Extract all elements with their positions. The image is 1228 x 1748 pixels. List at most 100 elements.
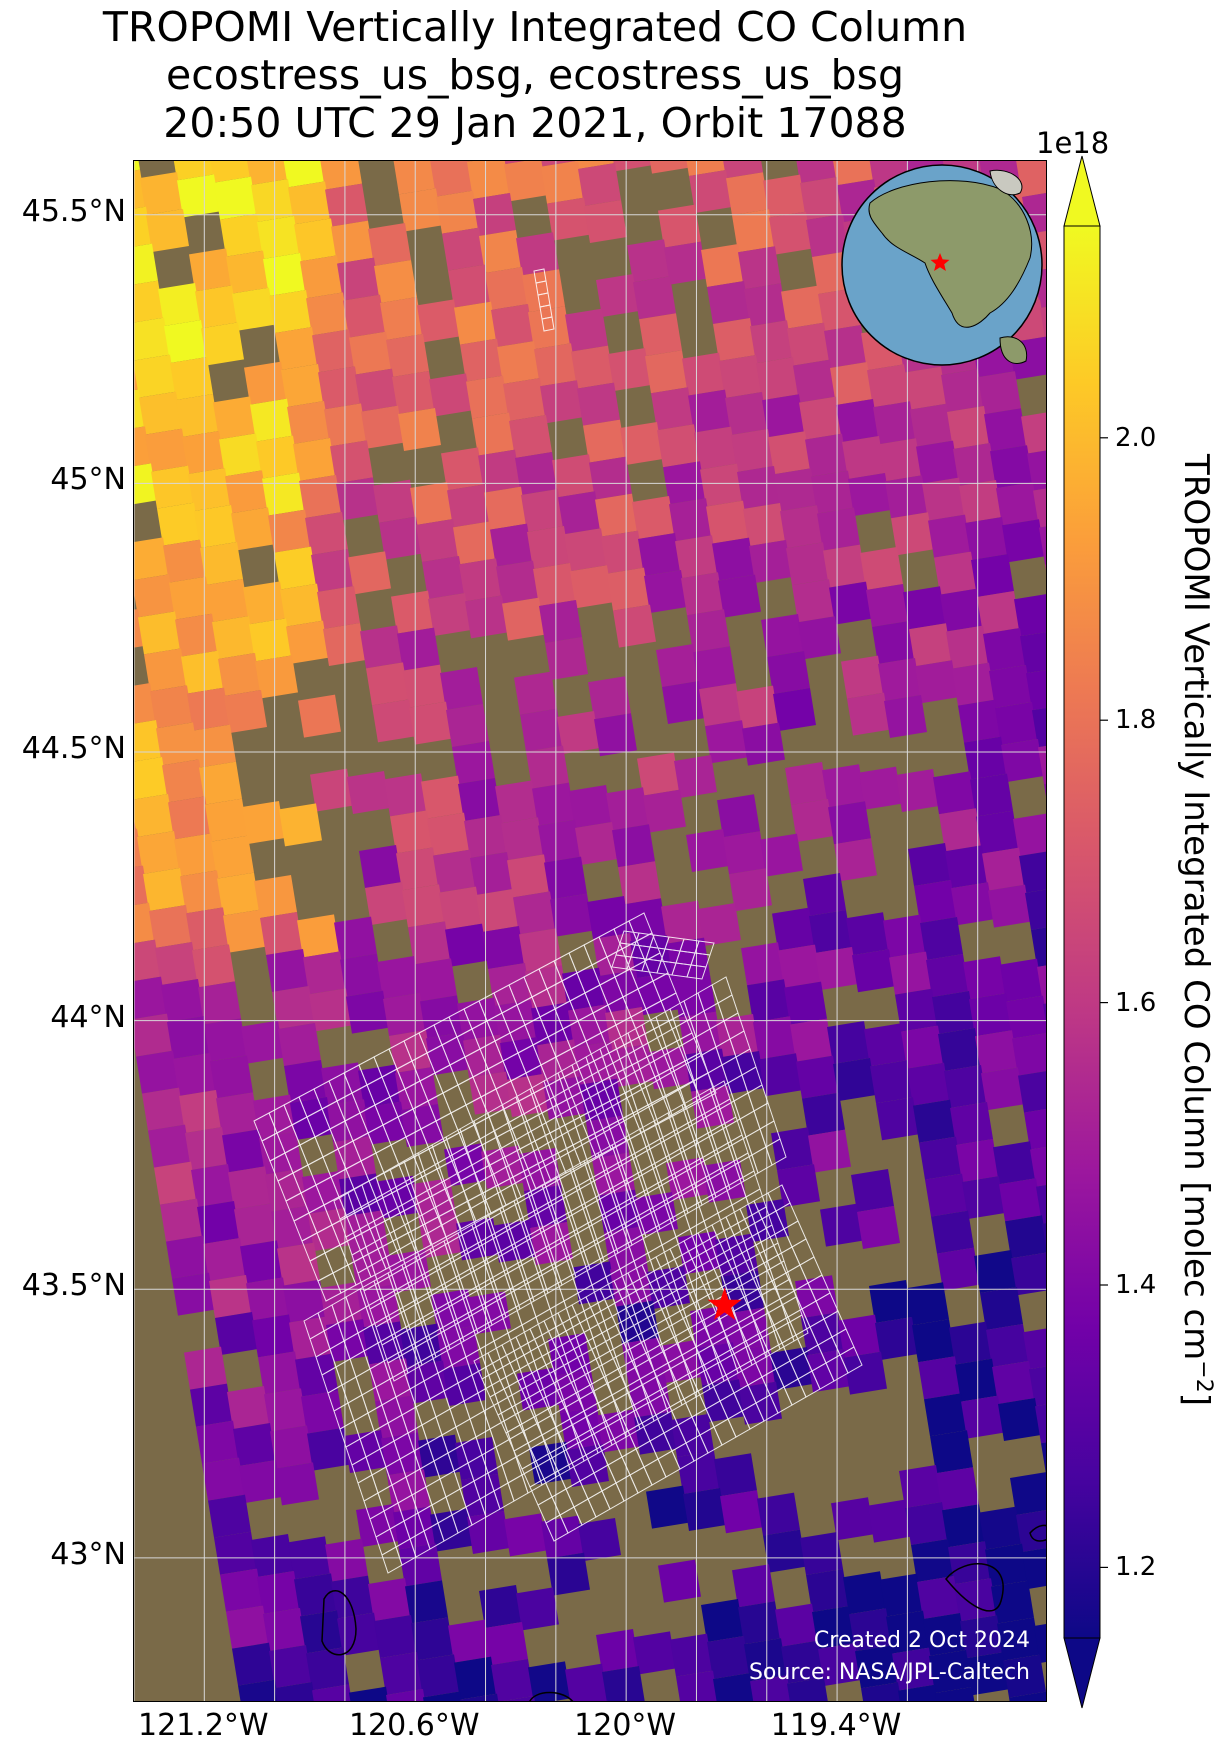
co-pixel	[146, 209, 189, 252]
co-pixel	[799, 396, 842, 440]
co-pixel	[452, 740, 495, 784]
colorbar	[1063, 155, 1108, 1709]
lake-outline-south	[529, 1691, 574, 1701]
co-pixel	[368, 222, 411, 266]
co-pixel	[713, 1672, 755, 1701]
co-pixel	[216, 1092, 259, 1136]
co-pixel	[411, 1617, 454, 1661]
co-pixel	[918, 1356, 961, 1400]
co-pixel	[1019, 851, 1046, 893]
co-pixel	[801, 1312, 844, 1356]
co-pixel	[978, 371, 1021, 415]
co-pixel	[1041, 1442, 1046, 1475]
co-pixel	[663, 461, 706, 505]
co-pixel	[1037, 965, 1046, 1004]
co-pixel	[198, 981, 241, 1025]
co-pixel	[656, 643, 699, 687]
co-pixel	[787, 1677, 828, 1701]
co-pixel	[701, 243, 744, 287]
co-pixel	[306, 1647, 349, 1691]
co-pixel	[966, 1652, 1009, 1696]
co-pixel	[134, 976, 167, 1020]
co-pixel	[1046, 339, 1047, 382]
co-pixel	[220, 1568, 263, 1612]
co-pixel	[880, 1573, 923, 1617]
co-pixel	[331, 1575, 374, 1619]
co-pixel	[176, 394, 219, 437]
co-pixel	[942, 1504, 985, 1548]
co-pixel	[930, 1430, 973, 1474]
co-pixel	[520, 708, 563, 752]
co-pixel	[389, 1029, 432, 1073]
co-pixel	[552, 454, 595, 498]
site-star-marker[interactable]	[707, 1287, 742, 1320]
co-pixel	[787, 322, 830, 366]
swath-cell	[839, 1346, 863, 1374]
co-pixel	[686, 828, 729, 872]
co-pixel	[980, 1286, 1023, 1330]
co-pixel	[200, 542, 243, 585]
co-pixel	[262, 472, 305, 516]
co-pixel	[513, 891, 556, 935]
co-pixel	[838, 1314, 881, 1358]
co-pixel	[993, 1141, 1036, 1185]
co-pixel	[736, 685, 779, 729]
co-pixel	[445, 923, 488, 967]
co-pixel	[1023, 1328, 1046, 1370]
co-pixel	[448, 264, 491, 308]
co-pixel	[485, 1621, 528, 1665]
co-pixel	[263, 1608, 306, 1652]
co-pixel	[521, 488, 564, 532]
co-pixel	[974, 1249, 1017, 1293]
co-pixel	[467, 1510, 510, 1554]
co-pixel	[784, 981, 827, 1025]
co-pixel	[803, 872, 846, 916]
co-pixel	[541, 1515, 584, 1559]
co-pixel	[828, 801, 871, 845]
co-pixel	[528, 306, 571, 350]
lon-tick-label: 119.4°W	[770, 1708, 902, 1743]
co-pixel	[908, 842, 951, 886]
co-pixel	[526, 745, 569, 789]
co-pixel	[158, 283, 201, 326]
co-pixel	[271, 1205, 314, 1249]
co-pixel	[643, 789, 686, 833]
co-pixel	[868, 1499, 911, 1543]
co-pixel	[222, 1129, 265, 1173]
co-pixel	[269, 1645, 312, 1689]
co-pixel	[214, 176, 257, 220]
lat-lon-gridlines	[134, 161, 1046, 1701]
co-pixel	[469, 1071, 512, 1115]
co-pixel	[374, 1615, 417, 1658]
co-pixel	[265, 1168, 308, 1212]
co-pixel	[349, 331, 392, 375]
co-pixel	[870, 1060, 913, 1104]
co-pixel	[214, 1531, 257, 1575]
co-pixel	[501, 817, 544, 861]
co-pixel	[747, 979, 790, 1023]
ecostress-swath-outline	[253, 268, 863, 1574]
co-pixel	[698, 902, 741, 946]
co-pixel	[187, 687, 230, 731]
co-pixel	[517, 1367, 560, 1411]
co-pixel	[796, 1055, 839, 1099]
co-pixel	[1038, 745, 1046, 785]
co-pixel	[612, 824, 655, 868]
co-pixel	[355, 368, 398, 412]
co-pixel	[800, 1531, 843, 1575]
co-pixel	[771, 1127, 814, 1171]
co-pixel	[134, 537, 169, 581]
co-pixel	[294, 218, 337, 262]
co-pixel	[923, 1612, 966, 1656]
co-pixel	[729, 868, 772, 912]
co-column-map[interactable]	[134, 161, 1047, 1702]
co-pixel	[134, 720, 162, 762]
co-pixel	[820, 1203, 863, 1247]
co-pixel	[197, 1201, 240, 1245]
co-pixel	[142, 1087, 185, 1131]
co-pixel	[241, 1020, 284, 1064]
map-panel[interactable]: Created 2 Oct 2024 Source: NASA/JPL-Calt…	[133, 160, 1047, 1702]
co-pixel	[899, 1464, 942, 1508]
co-pixel	[466, 161, 474, 162]
co-pixel	[174, 833, 217, 877]
